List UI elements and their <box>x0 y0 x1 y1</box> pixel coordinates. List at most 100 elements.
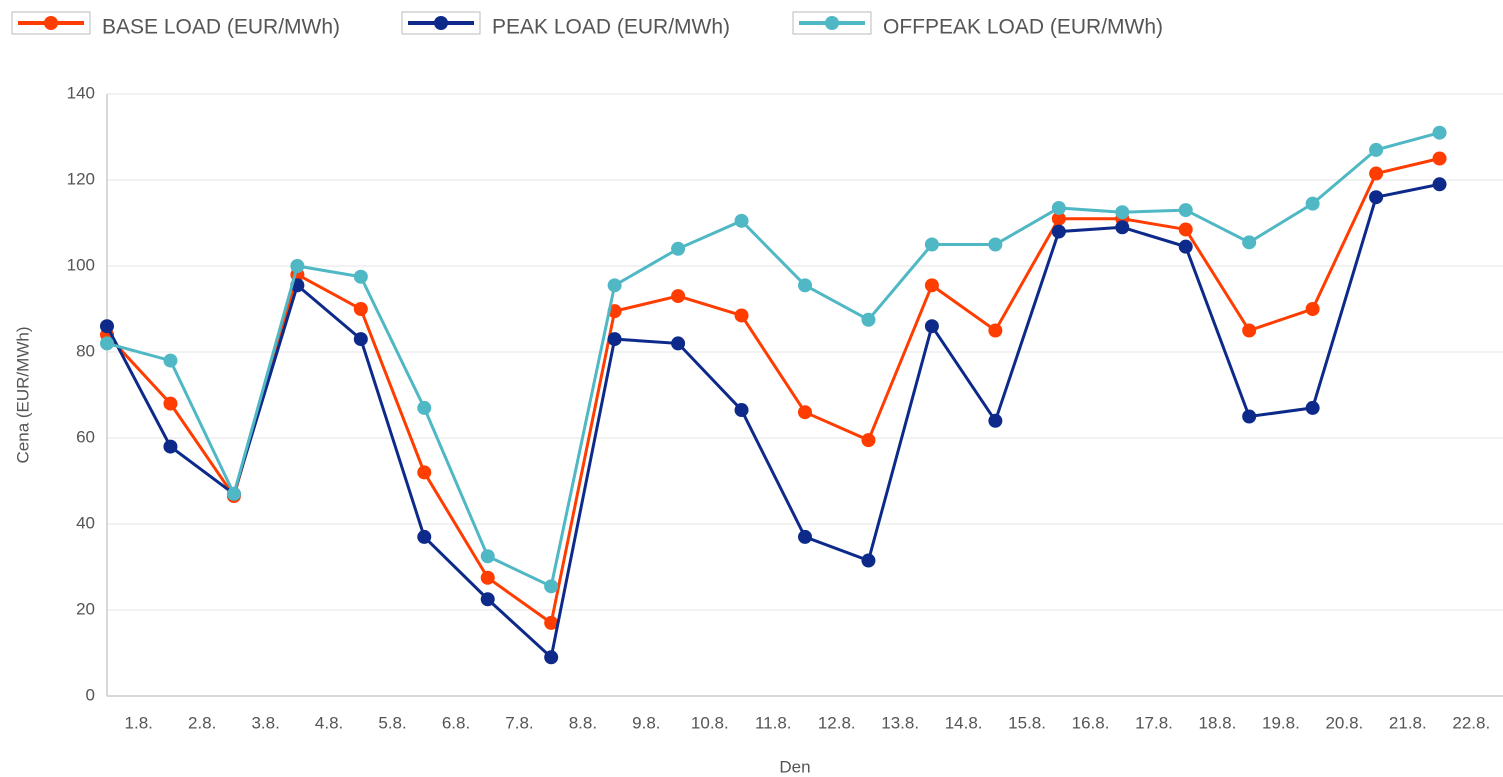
legend-marker <box>825 16 839 30</box>
legend-label: BASE LOAD (EUR/MWh) <box>102 16 340 39</box>
point <box>861 312 876 327</box>
point <box>1242 409 1257 424</box>
point <box>988 323 1003 338</box>
x-tick-label: 18.8. <box>1199 713 1237 732</box>
point <box>734 308 749 323</box>
y-tick-label: 120 <box>67 169 95 188</box>
point <box>1242 235 1257 250</box>
series-line <box>105 182 1440 661</box>
point <box>798 405 812 420</box>
point <box>924 237 939 252</box>
x-tick-label: 13.8. <box>881 713 919 732</box>
x-tick-label: 7.8. <box>505 713 533 732</box>
x-tick-label: 9.8. <box>632 713 660 732</box>
point <box>544 579 559 594</box>
y-tick-label: 140 <box>67 83 95 102</box>
x-tick-label: 12.8. <box>818 713 856 732</box>
point <box>1369 142 1384 157</box>
x-tick-label: 21.8. <box>1389 713 1427 732</box>
legend-label: OFFPEAK LOAD (EUR/MWh) <box>883 16 1163 39</box>
point <box>417 465 432 480</box>
y-tick-label: 0 <box>86 685 95 704</box>
point <box>1051 224 1066 239</box>
point <box>163 439 178 454</box>
point <box>1178 203 1193 218</box>
point <box>1115 205 1130 220</box>
point <box>417 400 432 415</box>
x-tick-label: 1.8. <box>125 713 153 732</box>
point <box>734 403 749 418</box>
y-axis-label: Cena (EUR/MWh) <box>13 327 32 464</box>
x-tick-label: 15.8. <box>1008 713 1046 732</box>
point <box>798 278 812 293</box>
point <box>1305 196 1320 211</box>
point <box>1051 211 1066 226</box>
y-tick-label: 20 <box>76 599 95 618</box>
point <box>988 413 1003 428</box>
series-line <box>105 157 1440 626</box>
point <box>544 615 559 630</box>
x-tick-label: 2.8. <box>188 713 216 732</box>
point <box>1178 239 1193 254</box>
y-tick-label: 100 <box>67 255 95 274</box>
point <box>1305 400 1320 415</box>
x-tick-label: 10.8. <box>691 713 729 732</box>
point <box>1432 151 1447 166</box>
point <box>607 332 622 347</box>
x-tick-label: 17.8. <box>1135 713 1173 732</box>
point <box>671 241 686 256</box>
x-tick-label: 6.8. <box>442 713 470 732</box>
point <box>924 319 939 334</box>
point <box>353 302 368 316</box>
point <box>544 650 559 665</box>
point <box>607 278 622 293</box>
point <box>798 529 812 544</box>
point <box>480 592 495 607</box>
point <box>1432 177 1447 192</box>
point <box>861 433 876 448</box>
point <box>861 553 876 568</box>
point <box>671 336 686 351</box>
x-tick-label: 22.8. <box>1452 713 1490 732</box>
x-tick-label: 11.8. <box>755 713 792 732</box>
point <box>1242 323 1257 338</box>
y-tick-label: 80 <box>76 341 95 360</box>
point <box>163 396 178 411</box>
x-tick-label: 20.8. <box>1325 713 1363 732</box>
point <box>1432 125 1447 140</box>
x-tick-label: 14.8. <box>945 713 983 732</box>
point <box>924 278 939 293</box>
point <box>226 486 241 501</box>
y-tick-label: 40 <box>76 513 95 532</box>
x-tick-label: 19.8. <box>1262 713 1300 732</box>
point <box>417 529 432 544</box>
point <box>1115 220 1130 235</box>
legend-marker <box>44 16 58 30</box>
point <box>734 213 749 228</box>
x-tick-label: 5.8. <box>378 713 406 732</box>
x-tick-label: 4.8. <box>315 713 343 732</box>
point <box>100 336 114 351</box>
point <box>480 549 495 564</box>
point <box>480 570 495 585</box>
point <box>1178 222 1193 237</box>
point <box>1305 302 1320 316</box>
point <box>163 353 178 368</box>
point <box>1369 190 1384 205</box>
point <box>290 259 305 273</box>
x-tick-label: 8.8. <box>569 713 597 732</box>
x-axis-label: Den <box>779 757 810 776</box>
point <box>671 289 686 304</box>
y-tick-label: 60 <box>76 427 95 446</box>
legend-marker <box>434 16 448 30</box>
point <box>353 332 368 347</box>
point <box>353 269 368 284</box>
x-tick-label: 3.8. <box>251 713 279 732</box>
point <box>100 319 114 334</box>
x-tick-label: 16.8. <box>1072 713 1110 732</box>
legend-label: PEAK LOAD (EUR/MWh) <box>492 16 730 39</box>
series-line <box>106 131 1440 589</box>
point <box>1051 200 1066 215</box>
point <box>988 237 1003 252</box>
